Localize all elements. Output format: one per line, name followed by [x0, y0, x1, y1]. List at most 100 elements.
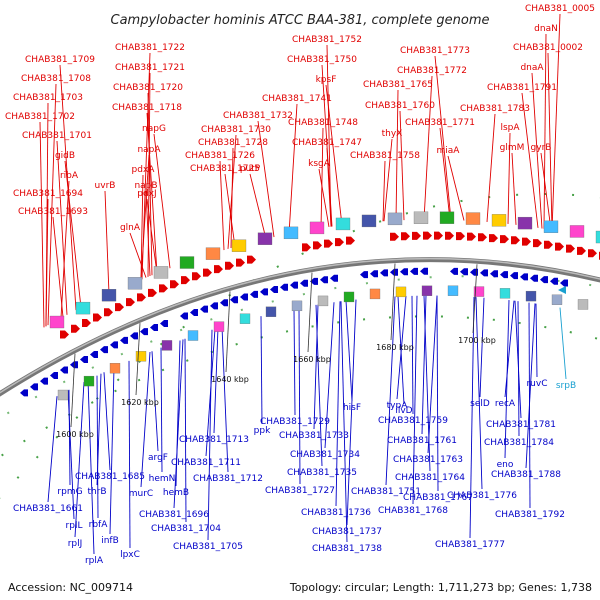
forward-label-connector	[531, 72, 543, 229]
forward-label-connector	[325, 84, 343, 226]
cog-block	[387, 212, 403, 226]
forward-gene-label: CHAB381_1701	[22, 131, 92, 141]
cog-block	[421, 285, 433, 296]
forward-label-connector	[382, 160, 386, 222]
forward-gene-label: CHAB381_1726	[185, 151, 255, 161]
reverse-gene-label: rbfA	[89, 520, 109, 530]
cog-block	[369, 288, 381, 300]
accession-text: Accession: NC_009714	[8, 581, 134, 594]
reverse-gene-arrow	[240, 293, 248, 301]
forward-gene-arrow	[313, 241, 322, 250]
reverse-label-connector	[184, 338, 187, 523]
reverse-gene-label: CHAB381_1737	[312, 527, 382, 537]
reverse-gene-arrow	[100, 346, 108, 354]
rna-feature	[558, 286, 566, 294]
forward-label-connector	[439, 127, 451, 220]
cog-block	[187, 330, 199, 341]
reverse-gene-label: ppk	[254, 426, 271, 436]
reverse-gene-arrow	[210, 302, 218, 310]
cog-block	[213, 321, 225, 332]
forward-gene-label: gidB	[55, 151, 75, 161]
forward-gene-label: CHAB381_1722	[115, 43, 185, 53]
forward-gene-label: CHAB381_1720	[113, 83, 183, 93]
cog-block	[499, 288, 511, 299]
reverse-gene-label: CHAB381_1713	[179, 435, 249, 445]
forward-gene-label: CHAB381_1725	[190, 164, 260, 174]
reverse-label-connector	[517, 301, 520, 437]
forward-gene-label: dnaA	[520, 63, 544, 73]
reverse-gene-label: hemN	[149, 474, 176, 484]
cog-block	[335, 217, 351, 231]
forward-label-connector	[551, 13, 561, 231]
forward-gene-label: ribA	[60, 171, 79, 181]
reverse-label-connector	[160, 347, 163, 473]
cog-block	[525, 290, 537, 302]
reverse-gene-arrow	[90, 351, 98, 359]
forward-label-connector	[288, 103, 298, 234]
cog-block	[205, 247, 221, 260]
forward-gene-arrow	[148, 288, 157, 297]
reverse-gene-arrow	[520, 273, 528, 281]
forward-label-connector	[543, 33, 547, 229]
reverse-label-connector	[385, 296, 396, 486]
forward-gene-label: napA	[137, 145, 161, 155]
forward-gene-label: napB	[134, 181, 157, 191]
reverse-label-connector	[412, 295, 418, 505]
forward-gene-arrow	[60, 330, 69, 339]
forward-label-connector	[383, 138, 393, 222]
reverse-gene-label: CHAB381_1777	[435, 540, 505, 550]
forward-label-connector	[64, 160, 82, 308]
forward-gene-label: CHAB381_1750	[287, 55, 357, 65]
forward-gene-arrow	[544, 240, 553, 249]
reverse-gene-label: argF	[148, 453, 168, 463]
reverse-gene-arrow	[540, 276, 548, 284]
reverse-label-connector	[345, 300, 353, 402]
reverse-label-connector	[67, 390, 75, 520]
reverse-gene-arrow	[360, 271, 368, 279]
reverse-gene-arrow	[160, 320, 168, 328]
cog-block	[465, 212, 481, 225]
forward-gene-arrow	[390, 232, 399, 241]
forward-gene-label: CHAB381_1693	[18, 207, 88, 217]
reverse-gene-arrow	[290, 281, 298, 289]
forward-gene-arrow	[192, 272, 201, 281]
forward-label-connector	[52, 216, 64, 317]
reverse-label-connector	[109, 367, 115, 535]
tick-label: 1640 kbp	[211, 375, 249, 384]
reverse-gene-label: rplJ	[68, 539, 83, 549]
reverse-gene-label: selD	[470, 399, 490, 409]
reverse-gene-arrow	[190, 308, 198, 316]
forward-gene-arrow	[577, 246, 586, 255]
forward-gene-label: lspA	[500, 123, 520, 133]
genome-backbone	[0, 257, 600, 397]
forward-gene-label: CHAB381_1708	[21, 74, 91, 84]
reverse-label-connector	[128, 360, 131, 549]
reverse-label-connector	[260, 316, 263, 425]
reverse-label-connector	[335, 301, 341, 507]
forward-gene-arrow	[456, 232, 465, 241]
tick-mark	[307, 272, 313, 353]
forward-gene-label: CHAB381_1760	[365, 101, 435, 111]
forward-gene-arrow	[126, 298, 135, 307]
reverse-gene-arrow	[50, 372, 58, 380]
forward-gene-arrow	[533, 239, 542, 248]
forward-gene-label: kpsF	[316, 75, 337, 85]
forward-gene-arrow	[214, 265, 223, 274]
reverse-gene-label: CHAB381_1712	[193, 474, 263, 484]
cog-block	[569, 225, 585, 238]
reverse-gene-label: eno	[497, 460, 514, 470]
forward-gene-label: CHAB381_1702	[5, 112, 75, 122]
reverse-gene-arrow	[150, 324, 158, 332]
forward-label-connector	[399, 110, 405, 221]
forward-gene-arrow	[588, 249, 597, 258]
reverse-label-connector	[411, 295, 414, 415]
cog-block	[361, 214, 377, 228]
reverse-label-connector	[68, 389, 71, 486]
reverse-gene-label: CHAB381_1763	[393, 455, 463, 465]
cog-block	[127, 277, 143, 290]
forward-gene-arrow	[302, 243, 311, 252]
forward-label-connector	[146, 198, 158, 274]
reverse-gene-arrow	[380, 269, 388, 277]
reverse-gene-labels: srpB ruvC selD recA CHAB381_1781 CHAB381_1784…	[13, 379, 576, 566]
